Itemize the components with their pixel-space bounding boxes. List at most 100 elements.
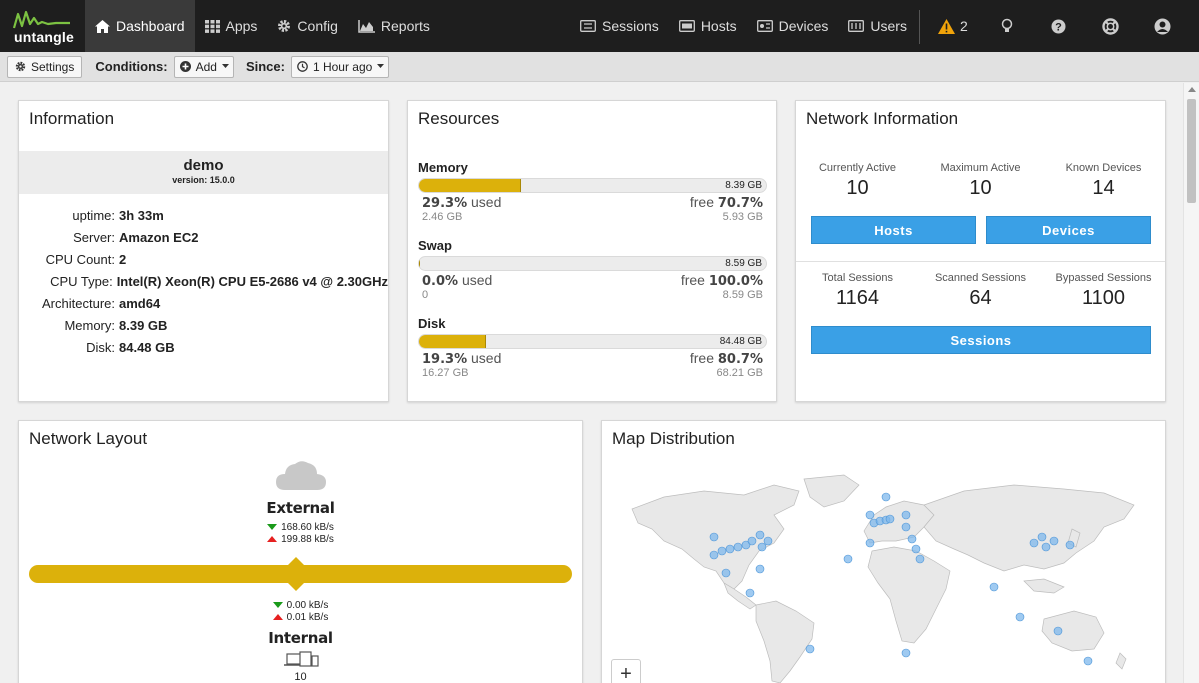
map-marker (843, 554, 853, 564)
info-row: Disk: 84.48 GB (19, 339, 388, 361)
network-information-title: Network Information (806, 109, 959, 128)
tips-button[interactable] (1000, 0, 1014, 52)
map-zoom-in-button[interactable]: + (611, 659, 641, 683)
nav-alerts[interactable]: 2 (932, 0, 974, 52)
support-button[interactable] (1102, 0, 1119, 52)
scroll-up-arrow[interactable] (1188, 87, 1196, 92)
map-marker (733, 542, 743, 552)
main-scrollbar[interactable] (1183, 83, 1199, 683)
info-key: uptime: (72, 208, 115, 223)
map-marker (757, 542, 767, 552)
resource-amounts: 16.27 GB 68.21 GB (418, 367, 767, 379)
internal-upload-rate: 0.01 kB/s (19, 611, 582, 623)
rate-value: 0.01 kB/s (286, 611, 329, 623)
hosts-button[interactable]: Hosts (811, 216, 976, 244)
nav-config[interactable]: Config (267, 0, 347, 52)
add-label: Add (195, 59, 217, 74)
used-percent: 19.3% (422, 352, 468, 367)
devices-group-icon[interactable] (284, 651, 320, 669)
untangle-logo[interactable]: untangle (0, 0, 85, 52)
nav-hosts[interactable]: Hosts (669, 0, 747, 52)
map-marker (865, 538, 875, 548)
resource-bar-fill (419, 257, 420, 270)
help-button[interactable]: ? (1051, 0, 1066, 52)
stat-value: 10 (969, 177, 992, 199)
scroll-thumb[interactable] (1187, 99, 1196, 203)
stat-currently-active: Currently Active 10 (796, 162, 919, 200)
nav-hosts-label: Hosts (700, 18, 737, 34)
top-navbar: untangle Dashboard Apps Config Reports S… (0, 0, 1199, 52)
devices-button[interactable]: Devices (986, 216, 1151, 244)
map-marker (1083, 656, 1093, 666)
info-key: CPU Type: (50, 274, 113, 289)
map-marker (763, 536, 773, 546)
stat-value: 64 (969, 287, 992, 309)
free-amount: 68.21 GB (716, 367, 763, 379)
add-condition-button[interactable]: Add (173, 55, 234, 78)
divider (796, 261, 1165, 262)
since-dropdown[interactable]: 1 Hour ago (290, 55, 390, 78)
session-markers (709, 492, 1093, 666)
nav-dashboard[interactable]: Dashboard (85, 0, 195, 52)
nav-users[interactable]: Users (838, 0, 917, 52)
nav-users-label: Users (870, 18, 907, 34)
info-row: CPU Count: 2 (19, 251, 388, 273)
world-map[interactable] (624, 471, 1149, 683)
map-marker (907, 534, 917, 544)
info-list: uptime: 3h 33m Server: Amazon EC2 CPU Coun… (19, 207, 388, 361)
map-marker (755, 564, 765, 574)
map-marker (915, 554, 925, 564)
stat-total-sessions: Total Sessions 1164 (796, 272, 919, 310)
free-percent: 70.7% (717, 196, 763, 211)
map-marker (911, 544, 921, 554)
map-marker (747, 536, 757, 546)
info-value: 2 (119, 252, 127, 267)
sessions-icon (580, 20, 596, 32)
resource-usage: 19.3% used free 80.7% (418, 350, 767, 367)
account-button[interactable] (1154, 0, 1171, 52)
used-amount: 2.46 GB (422, 211, 463, 223)
nav-devices[interactable]: Devices (747, 0, 839, 52)
caret-down-icon (377, 64, 385, 68)
continents (631, 474, 1135, 683)
nav-apps-label: Apps (225, 18, 258, 34)
nav-separator (919, 10, 920, 44)
new-zealand (1115, 652, 1127, 670)
used-percent: 29.3% (422, 196, 468, 211)
resources-title: Resources (418, 109, 500, 128)
alerts-button[interactable]: 2 (932, 0, 974, 52)
gear-icon (278, 20, 291, 32)
used-percent: 0.0% (422, 274, 459, 289)
rate-value: 168.60 kB/s (281, 521, 334, 533)
free-percent: 80.7% (717, 352, 763, 367)
info-value: 3h 33m (119, 208, 164, 223)
cloud-icon (276, 461, 326, 490)
hosts-icon (678, 20, 695, 32)
asia (923, 484, 1135, 572)
nav-apps[interactable]: Apps (195, 0, 268, 52)
central-america (723, 582, 757, 610)
sessions-button[interactable]: Sessions (811, 326, 1151, 354)
nav-reports[interactable]: Reports (348, 0, 440, 52)
nav-sessions[interactable]: Sessions (570, 0, 669, 52)
nav-config-label: Config (297, 18, 338, 34)
stat-value: 10 (846, 177, 869, 199)
rate-value: 0.00 kB/s (286, 599, 329, 611)
logo-wave-icon (12, 10, 70, 29)
settings-button[interactable]: Settings (7, 55, 83, 78)
server-version: version: 15.0.0 (172, 175, 235, 185)
clock-icon (297, 61, 308, 72)
external-upload-rate: 199.88 kB/s (19, 533, 582, 545)
area-chart-icon (358, 19, 375, 33)
map-marker (989, 582, 999, 592)
stat-label: Scanned Sessions (934, 272, 1027, 284)
nav-sessions-label: Sessions (602, 18, 659, 34)
since-value: 1 Hour ago (312, 59, 373, 74)
free-percent: 100.0% (708, 274, 763, 289)
map-marker (1053, 626, 1063, 636)
resource-amounts: 0 8.59 GB (418, 289, 767, 301)
info-key: Memory: (64, 318, 115, 333)
link-node-diamond[interactable] (279, 557, 313, 591)
map-marker (1041, 542, 1051, 552)
internal-rates: 0.00 kB/s 0.01 kB/s (19, 599, 582, 623)
